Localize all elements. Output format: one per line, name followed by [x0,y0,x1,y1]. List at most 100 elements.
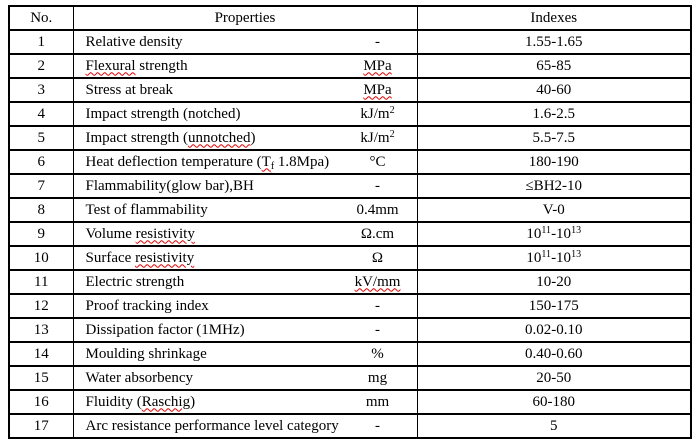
text-segment: strength [135,57,188,74]
text-segment: - [375,297,380,314]
property-content: Proof tracking index - [74,296,416,316]
text-segment: -10 [551,225,572,242]
text-segment: unnotched [187,129,251,146]
property-name: Moulding shrinkage [86,346,207,362]
property-content: Fluidity (Raschig) mm [74,392,416,412]
text-segment: Volume [85,225,136,242]
property-unit: % [347,345,409,362]
text-segment: 11 [541,248,552,260]
index-value-cell: 1011-1013 [416,245,692,271]
text-segment: 60-180 [532,393,576,410]
property-unit: mg [347,370,409,386]
property-name: Impact strength (unnotched) [86,129,256,146]
text-segment: 1.6-2.5 [532,105,576,122]
text-segment: Dissipation factor (1MHz) [85,321,245,338]
property-content: Flexural strength MPa [74,56,416,76]
property-name: Fluidity (Raschig) [85,393,196,410]
text-segment: 2 [389,104,395,116]
table-row: 16 Fluidity (Raschig) mm 60-180 [8,389,692,415]
text-segment: 5 [550,417,558,434]
text-segment: 10-20 [536,273,572,290]
column-header-properties: Properties [72,5,418,31]
text-segment: MPa [363,57,392,74]
property-unit: - [347,322,409,338]
property-cell: Water absorbency mg [72,365,418,391]
property-unit: kJ/m2 [347,128,409,146]
property-content: Flammability(glow bar),BH - [74,176,416,196]
property-content: Test of flammability 0.4mm [74,200,416,220]
text-segment: kJ/m [360,129,390,146]
table-row: 5 Impact strength (unnotched) kJ/m2 5.5-7.5 [8,125,692,151]
index-value-cell: 180-190 [416,149,692,175]
index-value-cell: 0.40-0.60 [416,341,692,367]
property-cell: Impact strength (notched) kJ/m2 [72,101,418,127]
property-unit: - [347,177,409,194]
property-content: Arc resistance performance level categor… [74,416,416,436]
property-content: Impact strength (unnotched) kJ/m2 [74,128,416,148]
index-value-cell: 0.02-0.10 [416,317,692,343]
row-number-cell: 5 [8,125,74,151]
text-segment: - [375,417,380,434]
text-segment: kJ/m [360,105,390,122]
index-value-cell: 1.55-1.65 [416,29,692,55]
table-row: 4 Impact strength (notched) kJ/m2 1.6-2.5 [8,101,692,127]
text-segment: resistivity [135,249,195,266]
text-segment: Fluidity ( [85,393,142,410]
text-segment: -10 [551,249,572,266]
row-number-cell: 8 [8,197,74,223]
property-name: Test of flammability [86,202,208,218]
text-segment: Raschig [141,393,191,410]
text-segment: 180-190 [528,153,579,170]
text-segment: 1.55-1.65 [525,33,583,50]
text-segment: Ω.cm [360,225,395,242]
property-content: Heat deflection temperature (Tf 1.8Mpa) °… [74,152,416,172]
row-number-cell: 7 [8,173,74,199]
text-segment: - [375,177,380,194]
property-name: Flammability(glow bar),BH [85,177,254,194]
property-content: Surface resistivity Ω [74,248,416,268]
text-segment: ) [250,129,256,146]
row-number-cell: 1 [8,29,74,55]
property-cell: Impact strength (unnotched) kJ/m2 [72,125,418,151]
row-number-cell: 9 [8,221,74,247]
index-value-cell: 1.6-2.5 [416,101,692,127]
row-number-cell: 17 [8,413,74,439]
text-segment: Flammability(glow bar),BH [85,177,254,194]
text-segment: 2 [389,128,395,140]
row-number-cell: 16 [8,389,74,415]
property-content: Water absorbency mg [74,368,416,388]
property-name: Heat deflection temperature (Tf 1.8Mpa) [86,153,330,172]
table-row: 15 Water absorbency mg 20-50 [8,365,692,391]
text-segment: mm [365,393,390,410]
text-segment: Ω [371,249,384,266]
table-row: 9 Volume resistivity Ω.cm 1011-1013 [8,221,692,247]
text-segment: % [371,345,384,362]
text-segment: Flexural [85,57,136,74]
index-value-cell: 5 [416,413,692,439]
property-cell: Surface resistivity Ω [72,245,418,271]
property-content: Electric strength kV/mm [74,272,416,292]
text-segment: f [270,160,275,172]
text-segment: - [375,33,380,50]
index-value-cell: ≤BH2-10 [416,173,692,199]
text-segment: 65-85 [536,57,572,74]
table-row: 2 Flexural strength MPa 65-85 [8,53,692,79]
property-unit: Ω [347,249,409,266]
index-value-cell: 5.5-7.5 [416,125,692,151]
property-unit: MPa [347,82,409,98]
property-unit: °C [347,154,409,170]
property-unit: MPa [347,57,409,74]
text-segment: Relative density [85,33,183,50]
property-unit: mm [347,393,409,410]
header-row: No. Properties Indexes [8,5,692,31]
property-name: Electric strength [86,274,185,290]
text-segment: Surface [85,249,136,266]
text-segment: 1.8Mpa) [274,153,330,170]
property-name: Water absorbency [86,370,194,386]
text-segment: 13 [571,224,582,236]
text-segment: resistivity [135,225,195,242]
text-segment: kV/mm [354,273,401,290]
property-name: Proof tracking index [86,298,209,314]
index-value-cell: 65-85 [416,53,692,79]
property-name: Arc resistance performance level categor… [86,418,339,434]
